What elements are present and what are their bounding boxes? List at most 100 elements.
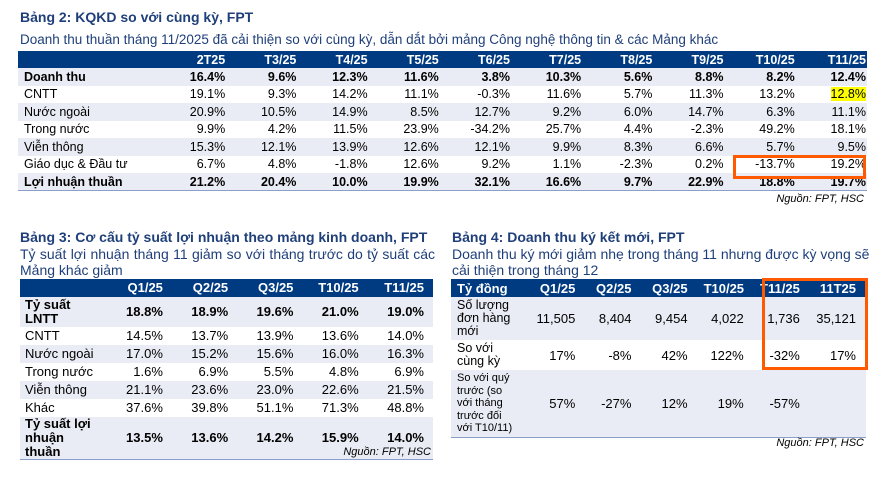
cell-value: -57% [753, 370, 810, 437]
cell-value: 9.3% [267, 87, 297, 102]
column-header: Q1/25 [106, 279, 172, 297]
cell-value: 57% [529, 370, 586, 437]
cell-value: 49.2% [759, 122, 795, 137]
table4-source: Nguồn: FPT, HSC [776, 437, 864, 449]
cell-value: 11.1% [404, 87, 439, 102]
cell-value: 71.3% [321, 400, 359, 415]
row-label: Khác [25, 400, 55, 415]
cell-value: 9.2% [510, 103, 583, 121]
table-row: Nước ngoài 20.9% 10.5% 14.9% 8.5% 12.7% 9.2% 6.… [18, 103, 867, 121]
cell-value: 4.4% [623, 122, 653, 137]
cell-value: 9.9% [196, 122, 226, 137]
cell-value: 37.6% [126, 400, 163, 415]
cell-value: 6.9% [394, 364, 424, 379]
header-row: Q1/25 Q2/25 Q3/25 T10/25 T11/25 [20, 279, 433, 297]
cell-value: 23.6% [171, 381, 238, 399]
cell-value: 11.3% [689, 87, 724, 102]
column-header: T4/25 [297, 51, 369, 68]
cell-value: -2.3% [619, 157, 653, 172]
header-label [20, 279, 107, 297]
cell-value: 21.1% [106, 381, 172, 399]
cell-value: 8.3% [582, 138, 654, 156]
cell-value: 12.3% [297, 68, 369, 86]
cell-value: 4,022 [697, 297, 754, 340]
row-label: Tỷ suất LNTT [20, 297, 107, 327]
cell-value: 20.4% [226, 173, 298, 191]
header-label: Tỷ đồng [451, 279, 530, 297]
cell-value: 5.6% [582, 68, 654, 86]
cell-value: 10.0% [297, 173, 369, 191]
cell-value: 11.1% [795, 103, 867, 121]
cell-value: 15.6% [237, 345, 303, 363]
table-row: Trong nước 9.9% 4.2% 11.5% 23.9% -34.2% 25.7% 4… [18, 121, 867, 139]
row-label: Trong nước [25, 364, 94, 379]
table-row: Giáo dục & Đầu tư 6.7% 4.8% -1.8% 12.6% 9.2% 1… [18, 156, 867, 174]
table-row: CNTT 14.5% 13.7% 13.9% 13.6% 14.0% [20, 327, 433, 345]
cell-value: 15.3% [155, 138, 227, 156]
table4-subtitle: Doanh thu ký mới giảm nhẹ trong tháng 11… [452, 246, 870, 278]
cell-value: 5.7% [724, 138, 796, 156]
cell-value: 19.0% [367, 297, 433, 327]
cell-value: 19.9% [368, 173, 440, 191]
cell-value: 12.6% [368, 138, 440, 156]
cell-value: -0.3% [477, 87, 510, 102]
table-row: Tỷ suất LNTT 18.8% 18.9% 19.6% 21.0% 19.0% [20, 297, 433, 327]
cell-value: 122% [710, 347, 744, 363]
cell-value: 13.6% [171, 417, 238, 460]
cell-value: 12.1% [439, 138, 511, 156]
highlighted-value: 12.8% [830, 87, 866, 102]
cell-value: 0.2% [695, 157, 724, 172]
table2-title: Bảng 2: KQKD so với cùng kỳ, FPT [20, 9, 254, 25]
cell-value: 12.4% [795, 68, 867, 86]
row-label: So với quý trước (so với tháng trước đối… [451, 370, 530, 437]
cell-value: -2.3% [690, 122, 724, 137]
cell-value: 18.9% [171, 297, 238, 327]
table-row: Số lượng đơn hàng mới 11,505 8,404 9,454 4,0… [451, 297, 866, 340]
table-row: Doanh thu 16.4% 9.6% 12.3% 11.6% 3.8% 10.3% 5.6… [18, 68, 867, 86]
cell-value: 22.6% [302, 381, 368, 399]
cell-value: 23.0% [237, 381, 303, 399]
cell-value: 17.0% [106, 345, 172, 363]
cell-value: 48.8% [387, 400, 424, 415]
cell-value [809, 370, 866, 437]
cell-value: 19.6% [237, 297, 303, 327]
cell-value: 11.6% [546, 87, 582, 102]
table-row: Khác 37.6% 39.8% 51.1% 71.3% 48.8% [20, 399, 433, 417]
cell-value: 9,454 [641, 297, 698, 340]
cell-value: 23.9% [403, 122, 439, 137]
cell-value: 20.9% [155, 103, 227, 121]
cell-value: 9.5% [795, 138, 867, 156]
row-label: So với cùng kỳ [457, 341, 501, 368]
cell-value: 16.3% [367, 345, 433, 363]
cell-value: 10.3% [510, 68, 583, 86]
highlight-box-edu [733, 155, 866, 179]
column-header: Q2/25 [585, 279, 642, 297]
table-row: CNTT 19.1% 9.3% 14.2% 11.1% -0.3% 11.6% 5.7% 11.… [18, 86, 867, 104]
column-header: T10/25 [697, 279, 754, 297]
column-header: T6/25 [439, 51, 511, 68]
cell-value: 1.1% [552, 157, 582, 172]
cell-value: 5.5% [263, 364, 294, 379]
cell-value: 8.5% [368, 103, 440, 121]
cell-value: 14.2% [237, 417, 303, 460]
cell-value: -8% [608, 347, 632, 363]
cell-value: 13.7% [191, 328, 229, 343]
row-label: Tỷ suất lợi nhuận thuần [20, 417, 107, 460]
cell-value: 14.0% [367, 417, 433, 460]
row-label: Trong nước [24, 122, 90, 137]
table2-subtitle: Doanh thu thuần tháng 11/2025 đã cải thi… [20, 32, 719, 47]
cell-value: 3.8% [439, 68, 511, 86]
row-label: Viễn thông [20, 381, 107, 399]
cell-value: 21.0% [302, 297, 368, 327]
cell-value: 12% [641, 370, 698, 437]
column-header: T7/25 [510, 51, 583, 68]
cell-value: 25.7% [545, 122, 582, 137]
row-label: Viễn thông [18, 138, 156, 156]
cell-value: 12.7% [439, 103, 511, 121]
cell-value: 13.2% [759, 87, 795, 102]
header-label [18, 51, 156, 68]
cell-value: -13.7% [755, 157, 795, 172]
table-row: So với cùng kỳ 17% -8% 42% 122% -32% 17% [451, 340, 866, 370]
row-label: CNTT [24, 87, 58, 102]
highlight-box-recent [762, 278, 868, 370]
